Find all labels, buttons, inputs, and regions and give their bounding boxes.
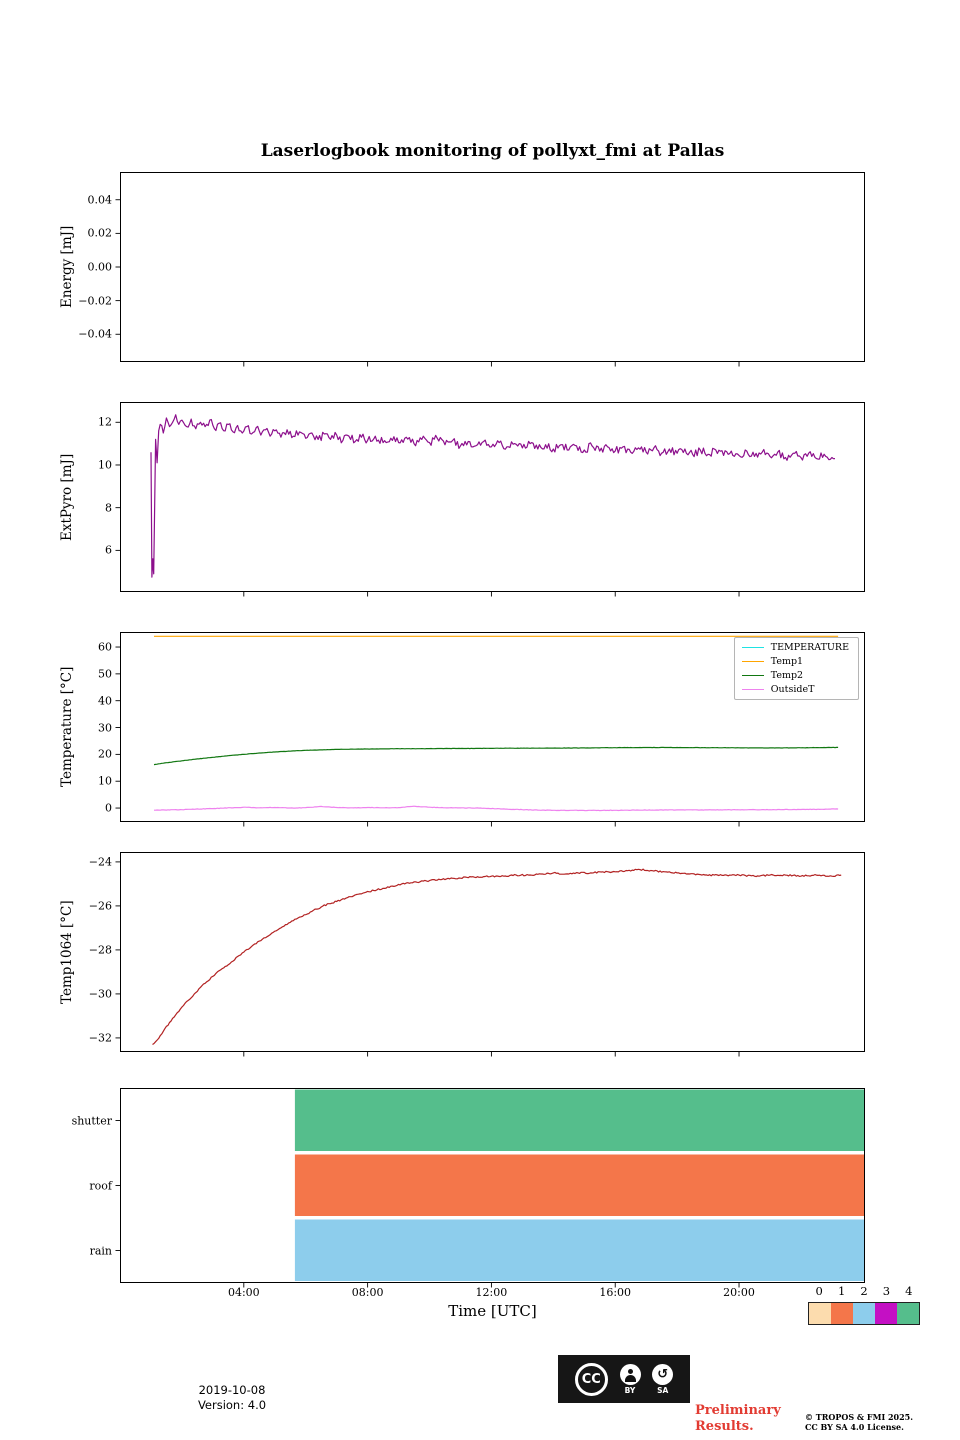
colorbar-segment (809, 1303, 831, 1324)
legend-label: OutsideT (770, 684, 815, 695)
legend-line-swatch (741, 689, 764, 690)
OutsideT-line (154, 805, 839, 812)
legend-line-swatch (741, 661, 764, 662)
y-tick-label: 60 (98, 640, 112, 654)
preliminary-results-note: Preliminary Results. (695, 1403, 781, 1434)
axes-frame (120, 172, 865, 362)
cc-license-badge: CC BY ↺ SA (558, 1355, 690, 1403)
x-axis-label: Time [UTC] (448, 1302, 537, 1320)
energy-ylabel: Energy [mJ] (59, 225, 75, 309)
date-version-block: 2019-10-08 Version: 4.0 (186, 1383, 278, 1413)
energy-subplot: Energy [mJ] 0.04 0.02 0.00 −0.02 −0.04 (59, 172, 865, 367)
roof-status-bar (294, 1154, 865, 1216)
y-tick-label: 10 (98, 774, 112, 788)
date-text: 2019-10-08 (198, 1383, 266, 1397)
axes-frame (120, 402, 865, 592)
y-tick-label: −0.04 (78, 327, 112, 341)
colorbar-tick-label: 3 (882, 1284, 891, 1298)
y-tick-label: 30 (98, 721, 112, 734)
temperature-ylabel: Temperature [°C] (59, 666, 75, 788)
y-tick-label: −32 (88, 1031, 112, 1045)
y-tick-label: 50 (98, 667, 112, 681)
colorbar (808, 1302, 920, 1325)
cc-logo-icon: CC (574, 1362, 608, 1396)
y-tick-label: 20 (98, 747, 112, 761)
colorbar-segment (831, 1303, 853, 1324)
status-plot-area (115, 1088, 865, 1288)
cc-by-column: BY (619, 1363, 641, 1395)
extpyro-plot-area (115, 402, 865, 597)
y-tick-label: 12 (98, 415, 112, 429)
cc-by-label: BY (624, 1385, 636, 1395)
legend: TEMPERATURE Temp1 Temp2 OutsideT (733, 637, 859, 700)
legend-label: Temp2 (770, 670, 804, 681)
energy-plot-area (115, 172, 865, 367)
y-tick-label: 10 (98, 458, 112, 472)
y-tick-label: 6 (105, 543, 112, 557)
category-label-roof: roof (89, 1179, 112, 1192)
axes-frame (120, 632, 865, 822)
category-label-rain: rain (89, 1244, 112, 1257)
y-tick-label: 8 (105, 501, 112, 515)
x-tick-label: 16:00 (599, 1286, 632, 1299)
legend-entry: OutsideT (741, 684, 849, 695)
legend-label: Temp1 (770, 656, 804, 667)
rain-status-bar (294, 1219, 865, 1281)
y-tick-label: 0.04 (87, 193, 113, 207)
attribution-person-icon (619, 1363, 641, 1385)
colorbar-segment (875, 1303, 897, 1324)
axes-frame (120, 852, 865, 1052)
legend-entry: TEMPERATURE (741, 642, 849, 653)
legend-line-swatch (741, 675, 764, 676)
temp1064-plot-area (115, 852, 865, 1057)
colorbar-tick-label: 0 (815, 1284, 823, 1298)
y-tick-label: 40 (98, 694, 112, 708)
ExtPyro-line (150, 414, 836, 578)
y-tick-label: 0 (105, 801, 112, 815)
temperature-plot-area (115, 632, 865, 827)
status-subplot: shutter roof rain (72, 1088, 865, 1288)
y-tick-label: −0.02 (78, 294, 112, 308)
y-tick-label: −30 (88, 987, 112, 1001)
legend-entry: Temp1 (741, 656, 849, 667)
y-tick-label: 0.00 (87, 260, 113, 274)
temperature-subplot: Temperature [°C] 60 50 40 30 20 10 0 TEMPERATUR… (59, 632, 865, 827)
legend-label: TEMPERATURE (770, 642, 849, 653)
y-tick-label: −28 (88, 943, 112, 957)
legend-line-swatch (741, 647, 764, 648)
share-alike-icon: ↺ (652, 1363, 674, 1385)
category-label-shutter: shutter (71, 1114, 112, 1127)
x-tick-label: 12:00 (475, 1286, 508, 1299)
Temp2-line (153, 746, 839, 766)
shutter-status-bar (294, 1089, 865, 1151)
colorbar-tick-label: 2 (860, 1284, 868, 1298)
temp1064-subplot: Temp1064 [°C] −24 −26 −28 −30 −32 (59, 852, 865, 1057)
version-text: Version: 4.0 (197, 1398, 267, 1412)
cc-sa-column: ↺ SA (652, 1363, 674, 1395)
extpyro-subplot: ExtPyro [mJ] 12 10 8 6 (59, 402, 865, 597)
x-tick-label: 08:00 (351, 1286, 384, 1299)
Temp1064-line (152, 868, 842, 1045)
colorbar-tick-label: 1 (837, 1284, 846, 1298)
y-tick-label: −24 (88, 855, 112, 869)
colorbar-segment (853, 1303, 875, 1324)
y-tick-label: −26 (88, 899, 112, 913)
temp1064-ylabel: Temp1064 [°C] (59, 900, 75, 1004)
cc-sa-label: SA (657, 1385, 669, 1395)
axes-frame (120, 1088, 865, 1283)
colorbar-segment (897, 1303, 919, 1324)
colorbar-tick-label: 4 (905, 1284, 913, 1298)
chart-title: Laserlogbook monitoring of pollyxt_fmi a… (260, 141, 725, 161)
x-tick-label: 20:00 (723, 1286, 755, 1299)
extpyro-ylabel: ExtPyro [mJ] (59, 453, 75, 541)
x-tick-label: 04:00 (227, 1286, 260, 1299)
legend-entry: Temp2 (741, 670, 849, 681)
y-tick-label: 0.02 (87, 226, 113, 240)
copyright-note: © TROPOS & FMI 2025. CC BY SA 4.0 Licens… (805, 1412, 914, 1432)
x-tick-labels: 04:00 08:00 12:00 16:00 20:00 (120, 1286, 865, 1300)
